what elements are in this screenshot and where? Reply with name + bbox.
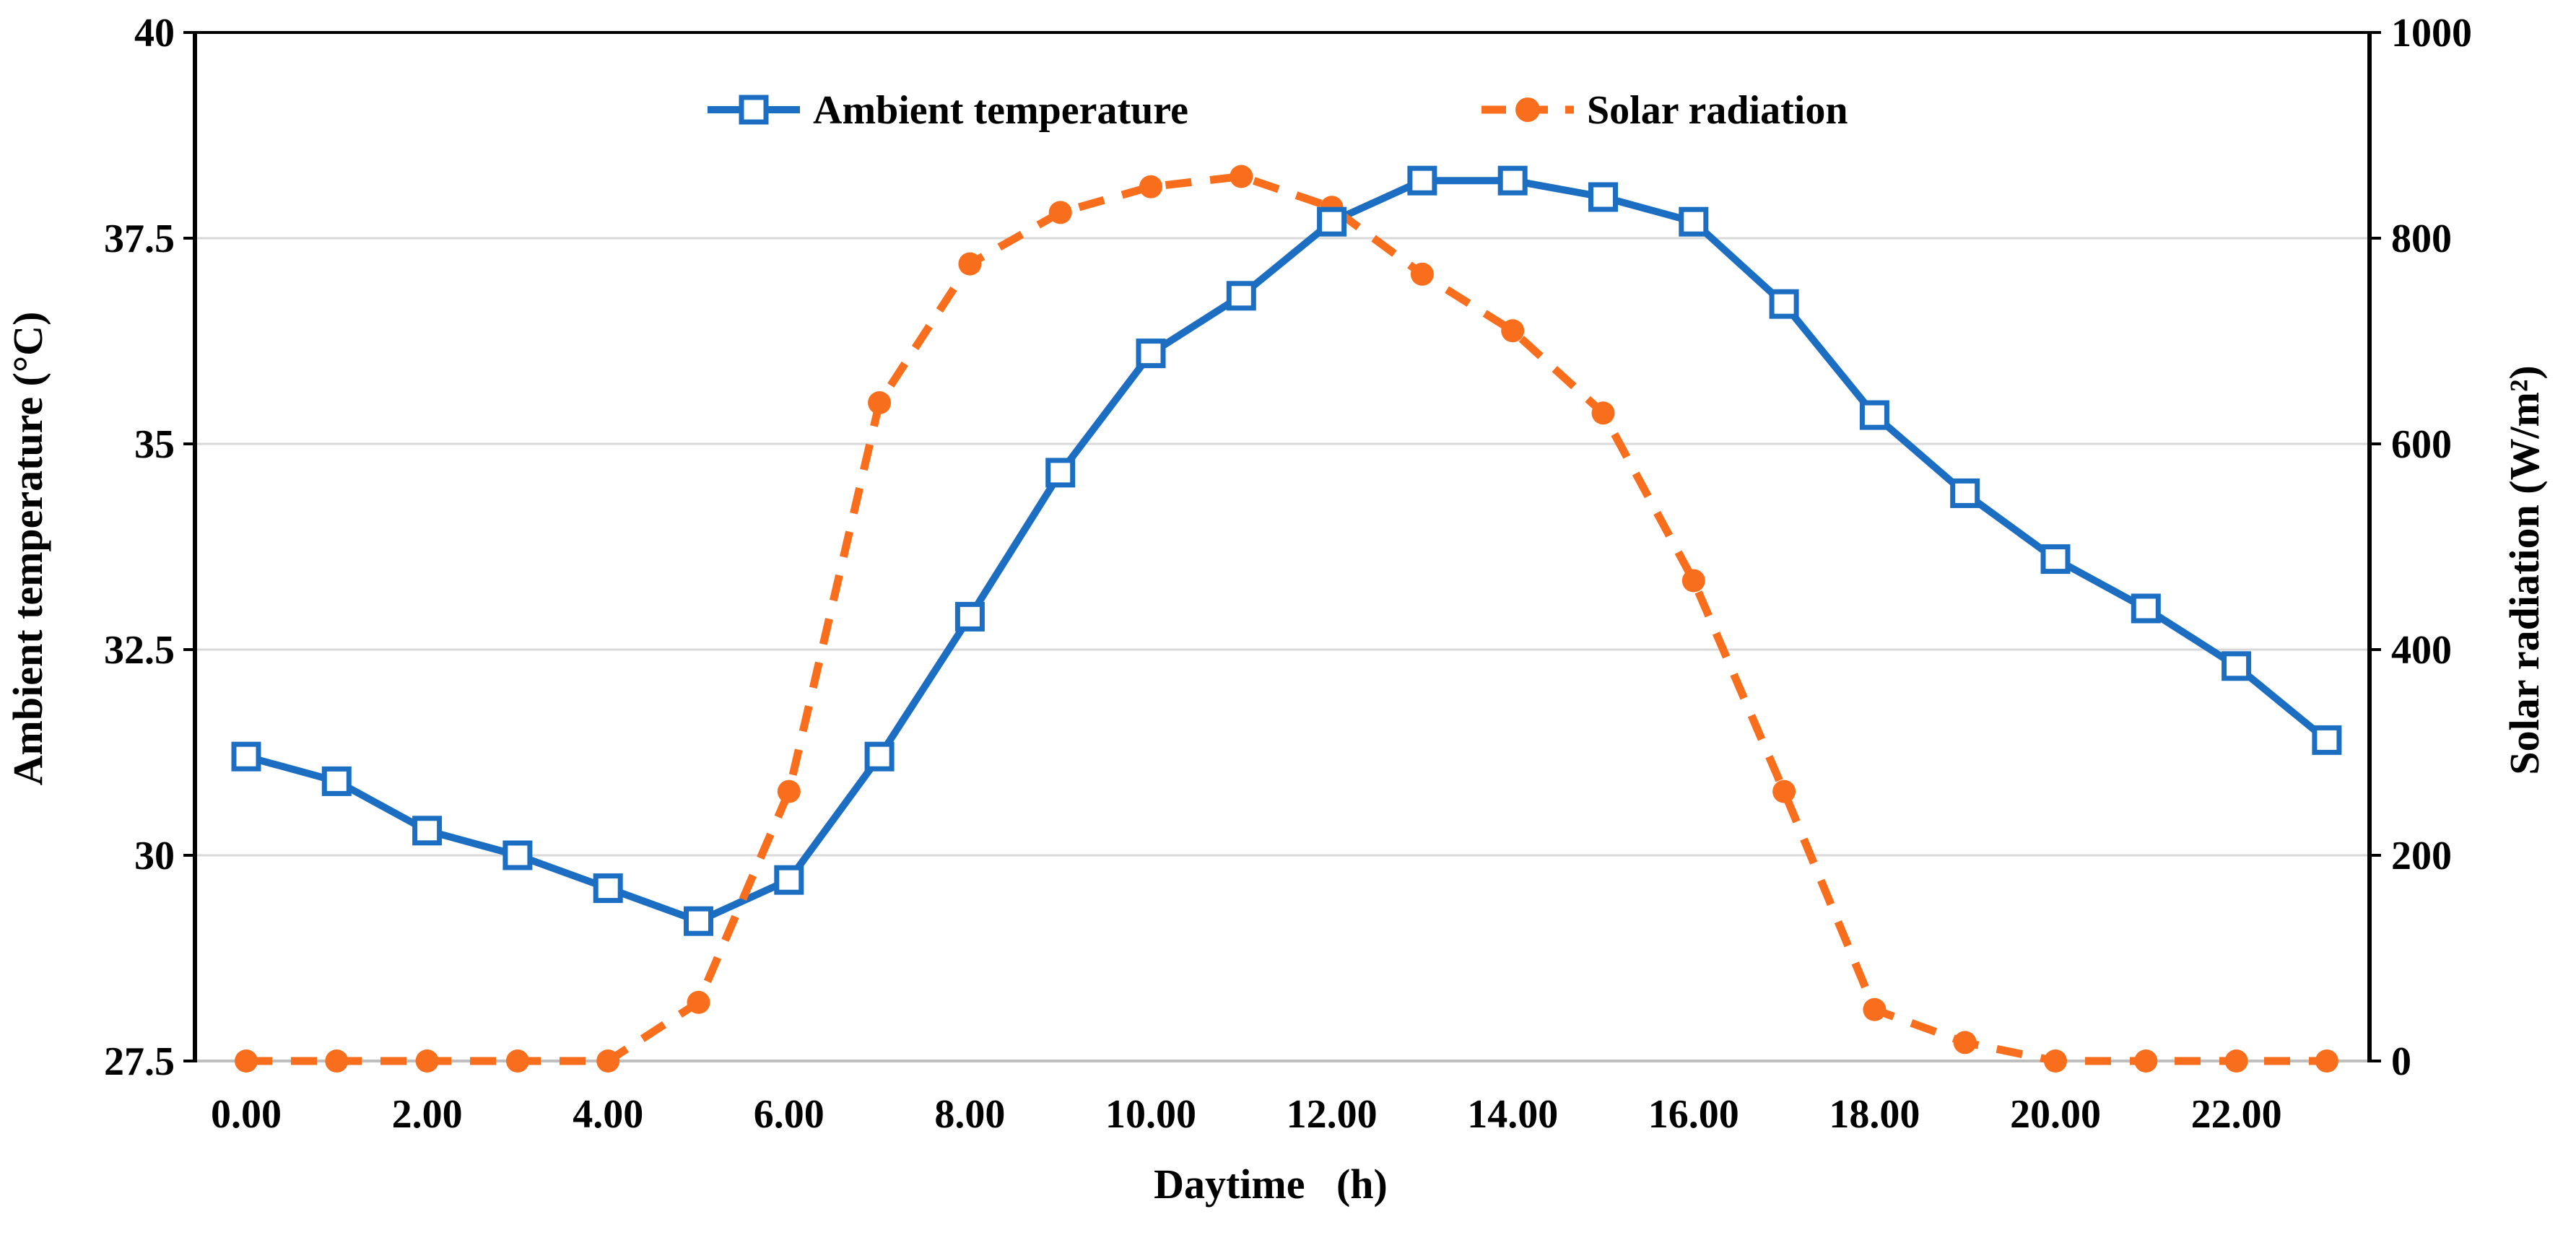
left-axis-tick-label: 32.5 [104, 628, 175, 673]
left-axis-tick-label: 27.5 [104, 1039, 175, 1084]
radiation-marker [2134, 1049, 2158, 1073]
temperature-marker [864, 741, 895, 772]
left-axis-tick-label: 40 [134, 11, 175, 56]
x-axis-tick-label: 16.00 [1648, 1092, 1739, 1137]
x-axis-tick-label: 14.00 [1467, 1092, 1558, 1137]
temperature-marker [2312, 725, 2342, 755]
temperature-marker [1497, 165, 1528, 196]
left-axis-tick-label: 30 [134, 834, 175, 878]
radiation-marker [1953, 1031, 1977, 1055]
temperature-marker [1045, 458, 1076, 488]
temperature-marker [1769, 289, 1799, 319]
temperature-marker [1950, 478, 1980, 508]
right-axis-tick-label: 0 [2391, 1039, 2411, 1084]
x-axis-tick-label: 22.00 [2191, 1092, 2282, 1137]
radiation-marker [777, 780, 801, 803]
legend-temperature-label: Ambient temperature [813, 88, 1188, 133]
radiation-marker [1591, 401, 1615, 425]
legend-temperature-marker [739, 95, 769, 125]
radiation-marker [1048, 201, 1072, 224]
temperature-line [243, 177, 2331, 925]
radiation-marker [687, 990, 710, 1014]
temperature-marker [2222, 651, 2252, 681]
radiation-marker [1410, 262, 1434, 286]
temperature-marker [502, 840, 533, 870]
radiation-marker [1501, 319, 1525, 343]
x-axis-tick-label: 12.00 [1287, 1092, 1378, 1137]
left-axis-tick-label: 37.5 [104, 217, 175, 261]
radiation-marker [415, 1049, 439, 1073]
x-axis-tick-label: 20.00 [2010, 1092, 2101, 1137]
radiation-marker [2315, 1049, 2338, 1073]
temperature-marker [2040, 544, 2071, 575]
radiation-marker [1139, 175, 1162, 198]
radiation-marker [505, 1049, 529, 1073]
left-axis-tick-label: 35 [134, 422, 175, 467]
radiation-marker [1863, 997, 1887, 1021]
temperature-marker [1226, 281, 1256, 311]
temperature-marker [774, 865, 804, 895]
right-axis-title: Solar radiation (W/m²) [2501, 365, 2548, 774]
radiation-marker [1772, 780, 1796, 803]
temperature-marker [1859, 400, 1889, 430]
x-axis-tick-label: 8.00 [934, 1092, 1005, 1137]
radiation-marker [596, 1049, 620, 1073]
radiation-marker [235, 1049, 258, 1073]
right-axis-tick-label: 600 [2391, 422, 2452, 467]
radiation-marker [2044, 1049, 2067, 1073]
x-axis-tick-label: 4.00 [573, 1092, 643, 1137]
temperature-marker [231, 741, 261, 772]
temperature-marker [1136, 339, 1166, 369]
legend-radiation-marker [1515, 97, 1540, 122]
radiation-marker [868, 391, 892, 414]
radiation-marker [325, 1049, 349, 1073]
radiation-marker [1681, 569, 1705, 593]
x-axis-tick-label: 18.00 [1829, 1092, 1920, 1137]
x-axis-title: Daytime (h) [1154, 1161, 1388, 1208]
x-axis-tick-label: 10.00 [1105, 1092, 1196, 1137]
radiation-marker [2224, 1049, 2248, 1073]
temperature-marker [1317, 206, 1347, 237]
legend-radiation-label: Solar radiation [1587, 88, 1848, 133]
right-axis-tick-label: 200 [2391, 834, 2452, 878]
temperature-marker [1588, 182, 1618, 212]
temperature-marker [954, 601, 985, 632]
temperature-marker [593, 873, 623, 904]
temperature-marker [684, 906, 713, 936]
radiation-marker [958, 252, 982, 276]
temperature-marker [1679, 206, 1709, 237]
radiation-marker [1230, 165, 1253, 188]
temperature-marker [1407, 165, 1437, 196]
right-axis-tick-label: 400 [2391, 628, 2452, 673]
x-axis-tick-label: 2.00 [392, 1092, 463, 1137]
temperature-marker [412, 816, 443, 846]
temperature-marker [2131, 593, 2161, 624]
x-axis-tick-label: 0.00 [211, 1092, 282, 1137]
right-axis-tick-label: 800 [2391, 217, 2452, 261]
left-axis-title: Ambient temperature (°C) [4, 312, 51, 786]
right-axis-tick-label: 1000 [2391, 11, 2472, 56]
temperature-marker [321, 766, 352, 796]
x-axis-tick-label: 6.00 [754, 1092, 824, 1137]
